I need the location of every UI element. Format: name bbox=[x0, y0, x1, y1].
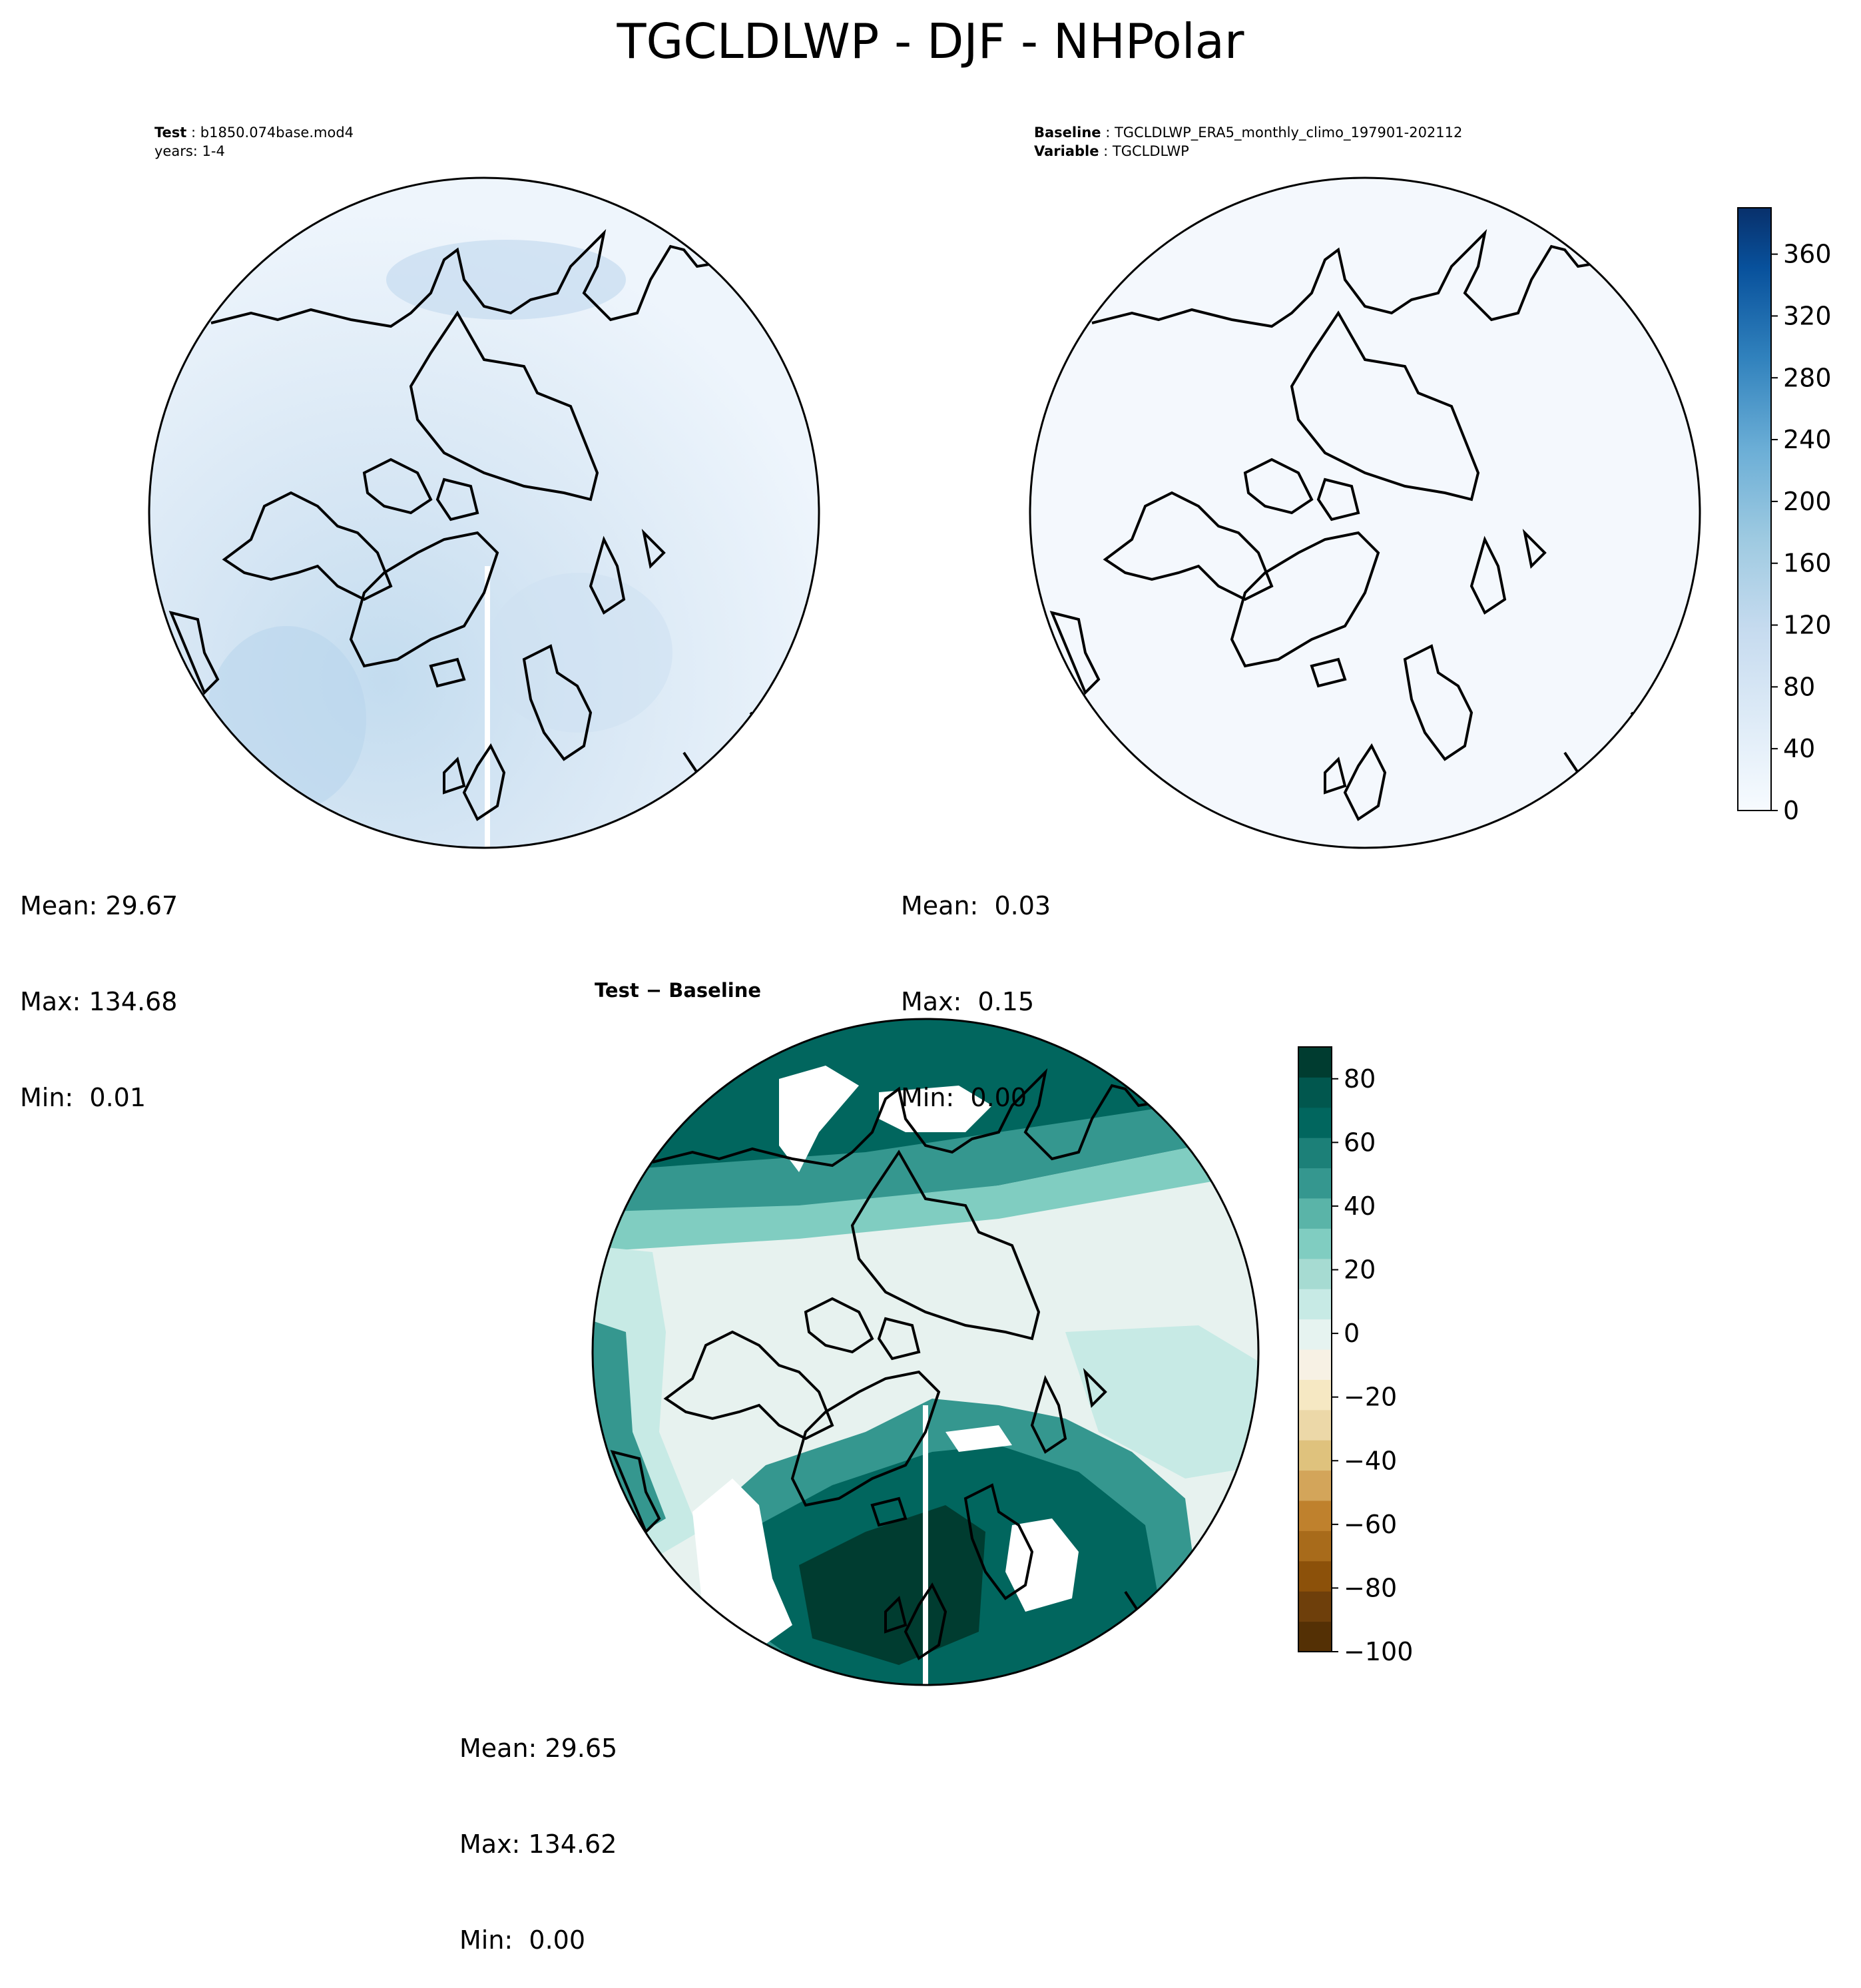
test-max: Max: 134.68 bbox=[20, 987, 178, 1016]
brbg-tick-label: −40 bbox=[1344, 1446, 1397, 1475]
brbg-color-band bbox=[1298, 1500, 1332, 1531]
difference-panel-title: Test − Baseline bbox=[595, 979, 762, 1002]
baseline-min: Min: 0.00 bbox=[901, 1083, 1027, 1112]
brbg-color-band bbox=[1298, 1560, 1332, 1592]
brbg-color-band bbox=[1298, 1409, 1332, 1441]
blues-colorbar: 0 40 80 120 160 200 240 280 320 360 bbox=[1737, 207, 1832, 825]
baseline-label-key: Baseline bbox=[1034, 125, 1101, 141]
brbg-tick-label: 20 bbox=[1344, 1255, 1376, 1285]
brbg-color-band bbox=[1298, 1440, 1332, 1471]
test-years-label: years: 1-4 bbox=[154, 143, 225, 159]
brbg-color-band bbox=[1298, 1621, 1332, 1652]
brbg-color-band bbox=[1298, 1530, 1332, 1562]
brbg-color-band bbox=[1298, 1289, 1332, 1320]
baseline-mean: Mean: 0.03 bbox=[901, 891, 1051, 920]
test-label-value: b1850.074base.mod4 bbox=[200, 125, 354, 141]
brbg-color-band bbox=[1298, 1319, 1332, 1350]
difference-mean: Mean: 29.65 bbox=[459, 1734, 618, 1763]
brbg-tick-label: 0 bbox=[1344, 1319, 1360, 1348]
blues-tick-label: 0 bbox=[1783, 796, 1799, 825]
variable-label-value: TGCLDLWP bbox=[1112, 143, 1189, 159]
test-map bbox=[148, 176, 820, 849]
blues-tick-label: 320 bbox=[1783, 301, 1832, 330]
brbg-tick-label: −100 bbox=[1344, 1637, 1413, 1666]
variable-label-key: Variable bbox=[1034, 143, 1099, 159]
test-panel-label: Test : b1850.074base.mod4 years: 1-4 bbox=[154, 125, 354, 159]
brbg-tick-label: 60 bbox=[1344, 1128, 1376, 1157]
brbg-color-band bbox=[1298, 1198, 1332, 1229]
brbg-tick-label: 40 bbox=[1344, 1191, 1376, 1221]
brbg-color-band bbox=[1298, 1167, 1332, 1199]
brbg-color-band bbox=[1298, 1138, 1332, 1169]
blues-tick-label: 200 bbox=[1783, 487, 1832, 516]
difference-stats: Mean: 29.65 Max: 134.62 Min: 0.00 bbox=[459, 1668, 617, 1988]
baseline-label-value: TGCLDLWP_ERA5_monthly_climo_197901-20211… bbox=[1114, 125, 1463, 141]
test-mean: Mean: 29.67 bbox=[20, 891, 178, 920]
brbg-color-band bbox=[1298, 1379, 1332, 1411]
baseline-stats: Mean: 0.03 Max: 0.15 Min: 0.00 bbox=[901, 826, 1051, 1146]
baseline-panel-label: Baseline : TGCLDLWP_ERA5_monthly_climo_1… bbox=[1034, 125, 1463, 159]
blues-tick-label: 160 bbox=[1783, 549, 1832, 578]
difference-min: Min: 0.00 bbox=[459, 1925, 585, 1955]
brbg-color-band bbox=[1298, 1047, 1332, 1078]
blues-tick-label: 280 bbox=[1783, 363, 1832, 392]
blues-tick-label: 40 bbox=[1783, 734, 1815, 763]
figure-title: TGCLDLWP - DJF - NHPolar bbox=[617, 13, 1244, 69]
brbg-color-band bbox=[1298, 1591, 1332, 1622]
brbg-tick-label: 80 bbox=[1344, 1064, 1376, 1094]
blues-tick-label: 360 bbox=[1783, 240, 1832, 269]
baseline-map bbox=[1029, 176, 1701, 849]
difference-max: Max: 134.62 bbox=[459, 1829, 617, 1859]
brbg-color-band bbox=[1298, 1077, 1332, 1108]
brbg-color-band bbox=[1298, 1258, 1332, 1289]
brbg-tick-label: −60 bbox=[1344, 1510, 1397, 1539]
blues-tick-label: 120 bbox=[1783, 611, 1832, 640]
test-min: Min: 0.01 bbox=[20, 1083, 146, 1112]
test-label-key: Test bbox=[154, 125, 187, 141]
difference-map bbox=[591, 1018, 1260, 1686]
brbg-colorbar: 80 60 40 20 0 −20 −40 −60 −80 −100 bbox=[1298, 1046, 1413, 1666]
brbg-color-band bbox=[1298, 1470, 1332, 1501]
blues-tick-label: 240 bbox=[1783, 425, 1832, 454]
brbg-color-band bbox=[1298, 1228, 1332, 1259]
test-stats: Mean: 29.67 Max: 134.68 Min: 0.01 bbox=[20, 826, 178, 1146]
blues-tick-label: 80 bbox=[1783, 672, 1815, 701]
brbg-tick-label: −20 bbox=[1344, 1383, 1397, 1412]
brbg-tick-label: −80 bbox=[1344, 1573, 1397, 1602]
brbg-color-band bbox=[1298, 1107, 1332, 1138]
brbg-color-band bbox=[1298, 1349, 1332, 1380]
baseline-max: Max: 0.15 bbox=[901, 987, 1035, 1016]
